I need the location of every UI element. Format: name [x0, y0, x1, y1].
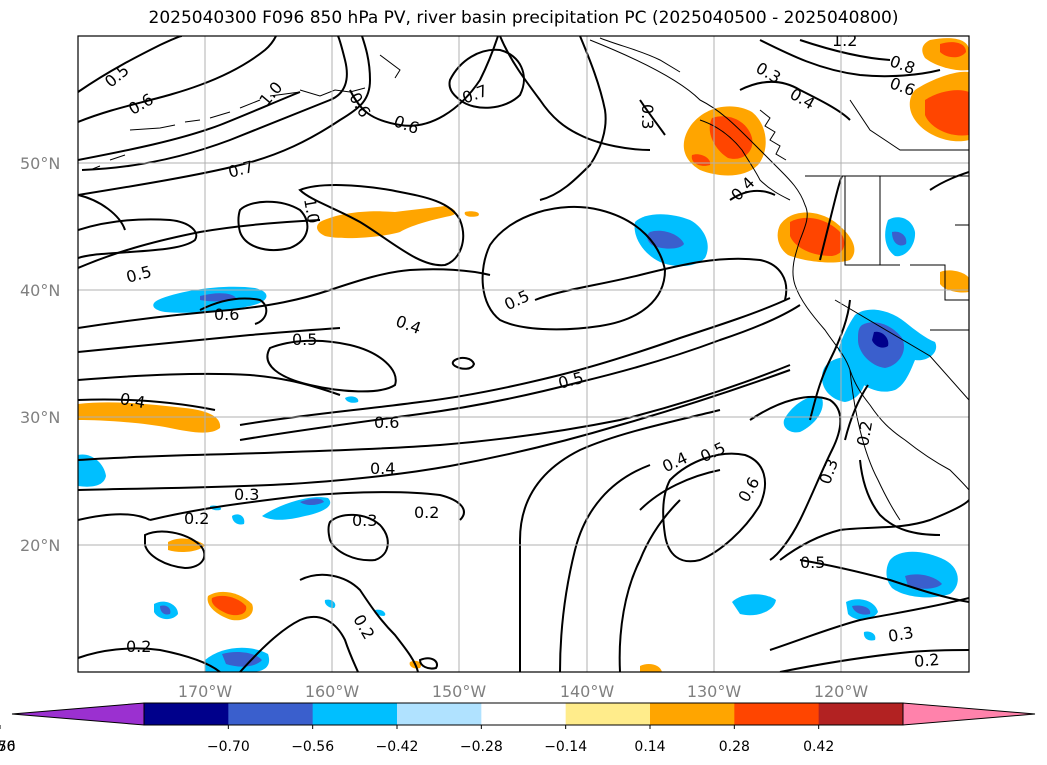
colorbar-extend-low	[12, 703, 144, 725]
contour-label: 1.0	[300, 197, 323, 225]
contour-label: 0.4	[118, 389, 146, 412]
colorbar-tick-label: 0.56	[0, 739, 16, 755]
colorbar-tick-label: −0.56	[291, 739, 334, 755]
colorbar-tick-label: 0.28	[719, 739, 750, 755]
colorbar-segment	[734, 703, 820, 725]
map-frame	[77, 35, 970, 673]
contour-label: 0.2	[414, 503, 439, 522]
colorbar-tick-label: −0.14	[544, 739, 587, 755]
map-title: 2025040300 F096 850 hPa PV, river basin …	[148, 8, 899, 28]
contour-label: 0.6	[214, 305, 239, 324]
contour-label: 0.5	[292, 330, 317, 349]
lat-label: 50°N	[20, 154, 60, 173]
contour-label: 0.4	[370, 459, 395, 478]
colorbar-extend-high	[903, 703, 1035, 725]
contour-label: 0.3	[234, 485, 259, 504]
colorbar-segment	[818, 703, 904, 725]
colorbar-tick-label: 0.70	[0, 739, 16, 755]
latitude-labels: 50°N 40°N 30°N 20°N	[20, 154, 60, 555]
contour-label: 0.6	[374, 413, 399, 432]
colorbar-segment	[312, 703, 398, 725]
colorbar-tick-label: 0.14	[634, 739, 665, 755]
contour-label: 0.2	[184, 509, 209, 528]
contour-label: 0.2	[913, 650, 940, 671]
longitude-labels: 170°W 160°W 150°W 140°W 130°W 120°W	[178, 682, 869, 701]
colorbar-segment	[228, 703, 314, 725]
colorbar-segment	[565, 703, 651, 725]
lon-label: 170°W	[178, 682, 233, 701]
colorbar: −0.70 −0.56 −0.42 −0.28 −0.14 0.14 0.28 0.42 0.5…	[0, 702, 1036, 755]
negative-precip-shading	[78, 214, 958, 672]
lon-label: 120°W	[814, 682, 869, 701]
contour-label: 0.3	[638, 104, 657, 129]
pv-contours	[78, 36, 969, 672]
lat-label: 40°N	[20, 281, 60, 300]
colorbar-segment	[650, 703, 735, 725]
colorbar-segment	[144, 703, 229, 725]
contour-label: 0.2	[126, 637, 151, 656]
colorbar-tick-label: −0.70	[207, 739, 250, 755]
contour-label: 1.2	[832, 31, 857, 50]
colorbar-segment	[397, 703, 482, 725]
map-area	[78, 36, 969, 672]
lon-label: 150°W	[432, 682, 487, 701]
lat-label: 30°N	[20, 408, 60, 427]
colorbar-tick-label: −0.28	[460, 739, 503, 755]
colorbar-segment	[481, 703, 567, 725]
contour-label: 0.2	[853, 419, 876, 447]
lon-label: 130°W	[687, 682, 742, 701]
colorbar-tick-label: −0.42	[376, 739, 419, 755]
coastlines	[89, 37, 969, 521]
contour-label: 0.3	[887, 623, 915, 646]
colorbar-tick-label: 0.42	[803, 739, 834, 755]
contour-label: 0.3	[352, 511, 377, 530]
lat-label: 20°N	[20, 536, 60, 555]
contour-label: 0.5	[800, 553, 825, 572]
graticule	[78, 36, 969, 672]
lon-label: 140°W	[560, 682, 615, 701]
lon-label: 160°W	[305, 682, 360, 701]
